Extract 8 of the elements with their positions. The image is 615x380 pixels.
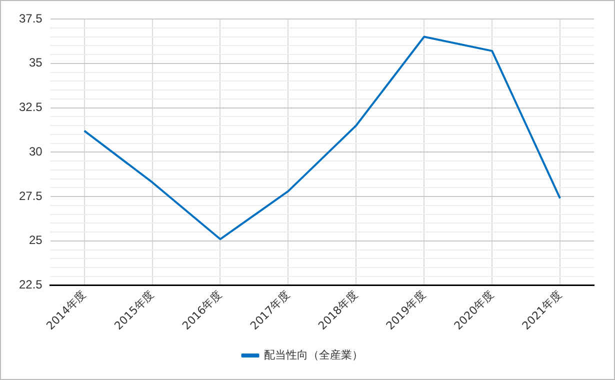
y-tick-label: 25 — [28, 233, 43, 248]
y-tick-label: 32.5 — [18, 100, 43, 114]
y-tick-label: 37.5 — [18, 11, 43, 26]
y-tick-label: 35 — [28, 56, 43, 70]
y-tick-label: 22.5 — [18, 278, 43, 292]
legend-label: 配当性向（全産業） — [264, 348, 363, 362]
y-tick-label: 27.5 — [18, 188, 43, 203]
y-tick-label: 30 — [28, 144, 43, 158]
